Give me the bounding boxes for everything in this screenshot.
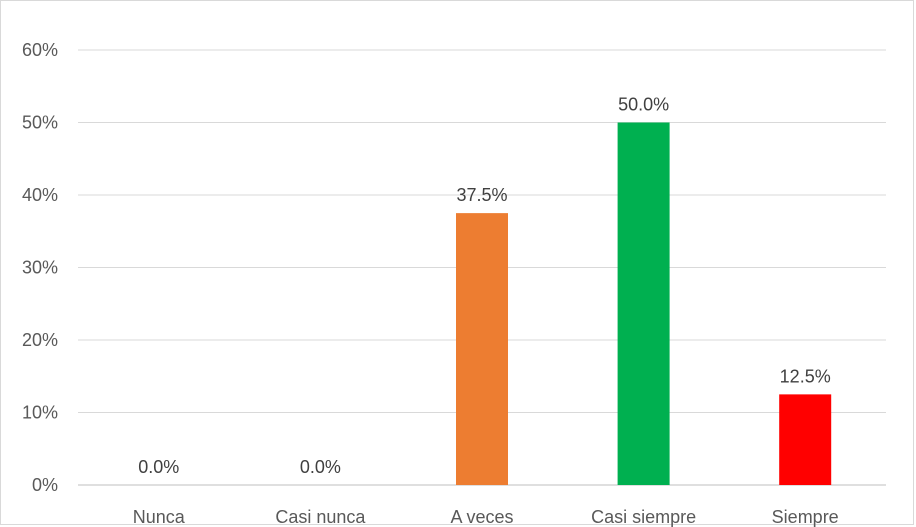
y-tick-label: 30% — [22, 258, 58, 278]
gridlines — [78, 49, 886, 486]
data-label: 12.5% — [780, 366, 831, 386]
bar — [617, 122, 670, 485]
y-axis-ticks: 0% 10% 20% 30% 40% 50% 60% — [22, 40, 58, 495]
bar — [456, 213, 508, 485]
bars — [456, 122, 832, 485]
x-axis-categories: Nunca Casi nunca A veces Casi siempre Siempr… — [133, 507, 839, 527]
data-label: 37.5% — [456, 185, 507, 205]
data-label: 0.0% — [138, 457, 179, 477]
x-category-label: Casi nunca — [275, 507, 366, 527]
data-labels: 0.0% 0.0% 37.5% 50.0% 12.5% — [138, 95, 830, 478]
y-tick-label: 60% — [22, 40, 58, 60]
y-tick-label: 50% — [22, 113, 58, 133]
x-category-label: Nunca — [133, 507, 186, 527]
y-tick-label: 20% — [22, 330, 58, 350]
x-category-label: A veces — [450, 507, 513, 527]
data-label: 0.0% — [300, 457, 341, 477]
x-category-label: Siempre — [772, 507, 839, 527]
y-tick-label: 0% — [32, 475, 58, 495]
y-tick-label: 10% — [22, 403, 58, 423]
bar — [779, 394, 832, 485]
x-category-label: Casi siempre — [591, 507, 696, 527]
data-label: 50.0% — [618, 95, 669, 115]
y-tick-label: 40% — [22, 185, 58, 205]
